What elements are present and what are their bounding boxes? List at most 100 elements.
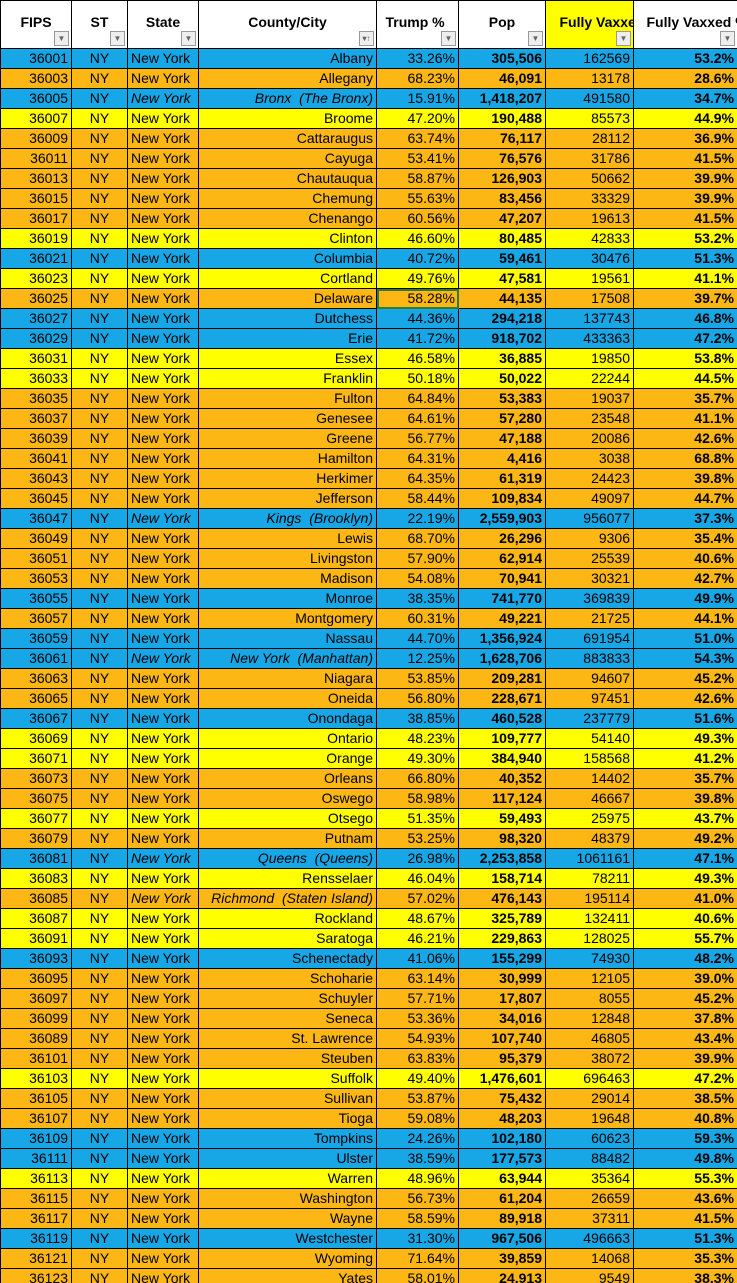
st-cell[interactable]: NY bbox=[71, 968, 128, 989]
fips-cell[interactable]: 36003 bbox=[0, 68, 72, 89]
state-cell[interactable]: New York bbox=[127, 1268, 199, 1283]
st-cell[interactable]: NY bbox=[71, 508, 128, 529]
header-pop[interactable]: Pop ▼ bbox=[458, 0, 546, 49]
county-cell[interactable]: Tompkins bbox=[198, 1128, 377, 1149]
st-cell[interactable]: NY bbox=[71, 1128, 128, 1149]
state-cell[interactable]: New York bbox=[127, 248, 199, 269]
pop-cell[interactable]: 294,218 bbox=[458, 308, 546, 329]
st-cell[interactable]: NY bbox=[71, 1208, 128, 1229]
fully-vaxxed-cell[interactable]: 26659 bbox=[545, 1188, 634, 1209]
fully-vaxxed-pct-cell[interactable]: 53.2% bbox=[633, 48, 737, 69]
county-cell[interactable]: Columbia bbox=[198, 248, 377, 269]
trump-pct-cell[interactable]: 46.21% bbox=[376, 928, 459, 949]
st-cell[interactable]: NY bbox=[71, 268, 128, 289]
st-cell[interactable]: NY bbox=[71, 948, 128, 969]
fips-cell[interactable]: 36115 bbox=[0, 1188, 72, 1209]
county-cell[interactable]: Schoharie bbox=[198, 968, 377, 989]
fully-vaxxed-cell[interactable]: 60623 bbox=[545, 1128, 634, 1149]
state-cell[interactable]: New York bbox=[127, 308, 199, 329]
trump-pct-cell[interactable]: 64.31% bbox=[376, 448, 459, 469]
fully-vaxxed-pct-cell[interactable]: 49.2% bbox=[633, 828, 737, 849]
st-cell[interactable]: NY bbox=[71, 1048, 128, 1069]
county-cell[interactable]: Franklin bbox=[198, 368, 377, 389]
trump-pct-cell[interactable]: 49.76% bbox=[376, 268, 459, 289]
state-cell[interactable]: New York bbox=[127, 1148, 199, 1169]
fully-vaxxed-pct-cell[interactable]: 39.8% bbox=[633, 468, 737, 489]
st-cell[interactable]: NY bbox=[71, 1108, 128, 1129]
fips-cell[interactable]: 36007 bbox=[0, 108, 72, 129]
state-cell[interactable]: New York bbox=[127, 1008, 199, 1029]
county-cell[interactable]: Erie bbox=[198, 328, 377, 349]
fips-cell[interactable]: 36013 bbox=[0, 168, 72, 189]
fully-vaxxed-pct-cell[interactable]: 55.3% bbox=[633, 1168, 737, 1189]
trump-pct-cell[interactable]: 51.35% bbox=[376, 808, 459, 829]
fips-cell[interactable]: 36095 bbox=[0, 968, 72, 989]
fips-cell[interactable]: 36035 bbox=[0, 388, 72, 409]
fully-vaxxed-cell[interactable]: 23548 bbox=[545, 408, 634, 429]
pop-cell[interactable]: 476,143 bbox=[458, 888, 546, 909]
fully-vaxxed-pct-cell[interactable]: 35.3% bbox=[633, 1248, 737, 1269]
fully-vaxxed-cell[interactable]: 28112 bbox=[545, 128, 634, 149]
st-cell[interactable]: NY bbox=[71, 168, 128, 189]
fully-vaxxed-cell[interactable]: 12848 bbox=[545, 1008, 634, 1029]
county-cell[interactable]: Madison bbox=[198, 568, 377, 589]
pop-cell[interactable]: 109,777 bbox=[458, 728, 546, 749]
fully-vaxxed-pct-cell[interactable]: 44.1% bbox=[633, 608, 737, 629]
state-cell[interactable]: New York bbox=[127, 168, 199, 189]
county-cell[interactable]: Queens (Queens) bbox=[198, 848, 377, 869]
fips-cell[interactable]: 36101 bbox=[0, 1048, 72, 1069]
st-cell[interactable]: NY bbox=[71, 1008, 128, 1029]
state-cell[interactable]: New York bbox=[127, 1088, 199, 1109]
st-cell[interactable]: NY bbox=[71, 1248, 128, 1269]
fully-vaxxed-pct-cell[interactable]: 41.2% bbox=[633, 748, 737, 769]
fully-vaxxed-pct-cell[interactable]: 42.7% bbox=[633, 568, 737, 589]
st-cell[interactable]: NY bbox=[71, 1088, 128, 1109]
pop-cell[interactable]: 1,418,207 bbox=[458, 88, 546, 109]
fully-vaxxed-pct-cell[interactable]: 41.5% bbox=[633, 148, 737, 169]
fully-vaxxed-cell[interactable]: 132411 bbox=[545, 908, 634, 929]
trump-pct-cell[interactable]: 58.87% bbox=[376, 168, 459, 189]
trump-pct-cell[interactable]: 57.90% bbox=[376, 548, 459, 569]
fips-cell[interactable]: 36051 bbox=[0, 548, 72, 569]
fully-vaxxed-pct-cell[interactable]: 41.5% bbox=[633, 1208, 737, 1229]
fully-vaxxed-cell[interactable]: 8055 bbox=[545, 988, 634, 1009]
fully-vaxxed-cell[interactable]: 137743 bbox=[545, 308, 634, 329]
fips-cell[interactable]: 36023 bbox=[0, 268, 72, 289]
fully-vaxxed-pct-cell[interactable]: 39.9% bbox=[633, 1048, 737, 1069]
st-cell[interactable]: NY bbox=[71, 628, 128, 649]
county-cell[interactable]: Kings (Brooklyn) bbox=[198, 508, 377, 529]
pop-cell[interactable]: 49,221 bbox=[458, 608, 546, 629]
fully-vaxxed-pct-cell[interactable]: 47.2% bbox=[633, 1068, 737, 1089]
county-cell[interactable]: Hamilton bbox=[198, 448, 377, 469]
pop-cell[interactable]: 30,999 bbox=[458, 968, 546, 989]
fully-vaxxed-cell[interactable]: 19037 bbox=[545, 388, 634, 409]
state-cell[interactable]: New York bbox=[127, 488, 199, 509]
trump-pct-cell[interactable]: 47.20% bbox=[376, 108, 459, 129]
state-cell[interactable]: New York bbox=[127, 548, 199, 569]
fully-vaxxed-cell[interactable]: 883833 bbox=[545, 648, 634, 669]
state-cell[interactable]: New York bbox=[127, 1188, 199, 1209]
trump-pct-cell[interactable]: 66.80% bbox=[376, 768, 459, 789]
pop-cell[interactable]: 98,320 bbox=[458, 828, 546, 849]
county-cell[interactable]: Delaware bbox=[198, 288, 377, 309]
state-cell[interactable]: New York bbox=[127, 1128, 199, 1149]
fully-vaxxed-cell[interactable]: 19648 bbox=[545, 1108, 634, 1129]
fips-cell[interactable]: 36059 bbox=[0, 628, 72, 649]
trump-pct-cell[interactable]: 63.74% bbox=[376, 128, 459, 149]
st-cell[interactable]: NY bbox=[71, 1028, 128, 1049]
fips-cell[interactable]: 36027 bbox=[0, 308, 72, 329]
county-cell[interactable]: Herkimer bbox=[198, 468, 377, 489]
state-cell[interactable]: New York bbox=[127, 668, 199, 689]
st-cell[interactable]: NY bbox=[71, 328, 128, 349]
state-cell[interactable]: New York bbox=[127, 688, 199, 709]
pop-cell[interactable]: 89,918 bbox=[458, 1208, 546, 1229]
pop-cell[interactable]: 229,863 bbox=[458, 928, 546, 949]
fips-cell[interactable]: 36029 bbox=[0, 328, 72, 349]
fully-vaxxed-pct-cell[interactable]: 36.9% bbox=[633, 128, 737, 149]
fully-vaxxed-cell[interactable]: 46805 bbox=[545, 1028, 634, 1049]
state-cell[interactable]: New York bbox=[127, 368, 199, 389]
fully-vaxxed-pct-cell[interactable]: 41.1% bbox=[633, 408, 737, 429]
st-cell[interactable]: NY bbox=[71, 128, 128, 149]
state-cell[interactable]: New York bbox=[127, 48, 199, 69]
fully-vaxxed-cell[interactable]: 19561 bbox=[545, 268, 634, 289]
